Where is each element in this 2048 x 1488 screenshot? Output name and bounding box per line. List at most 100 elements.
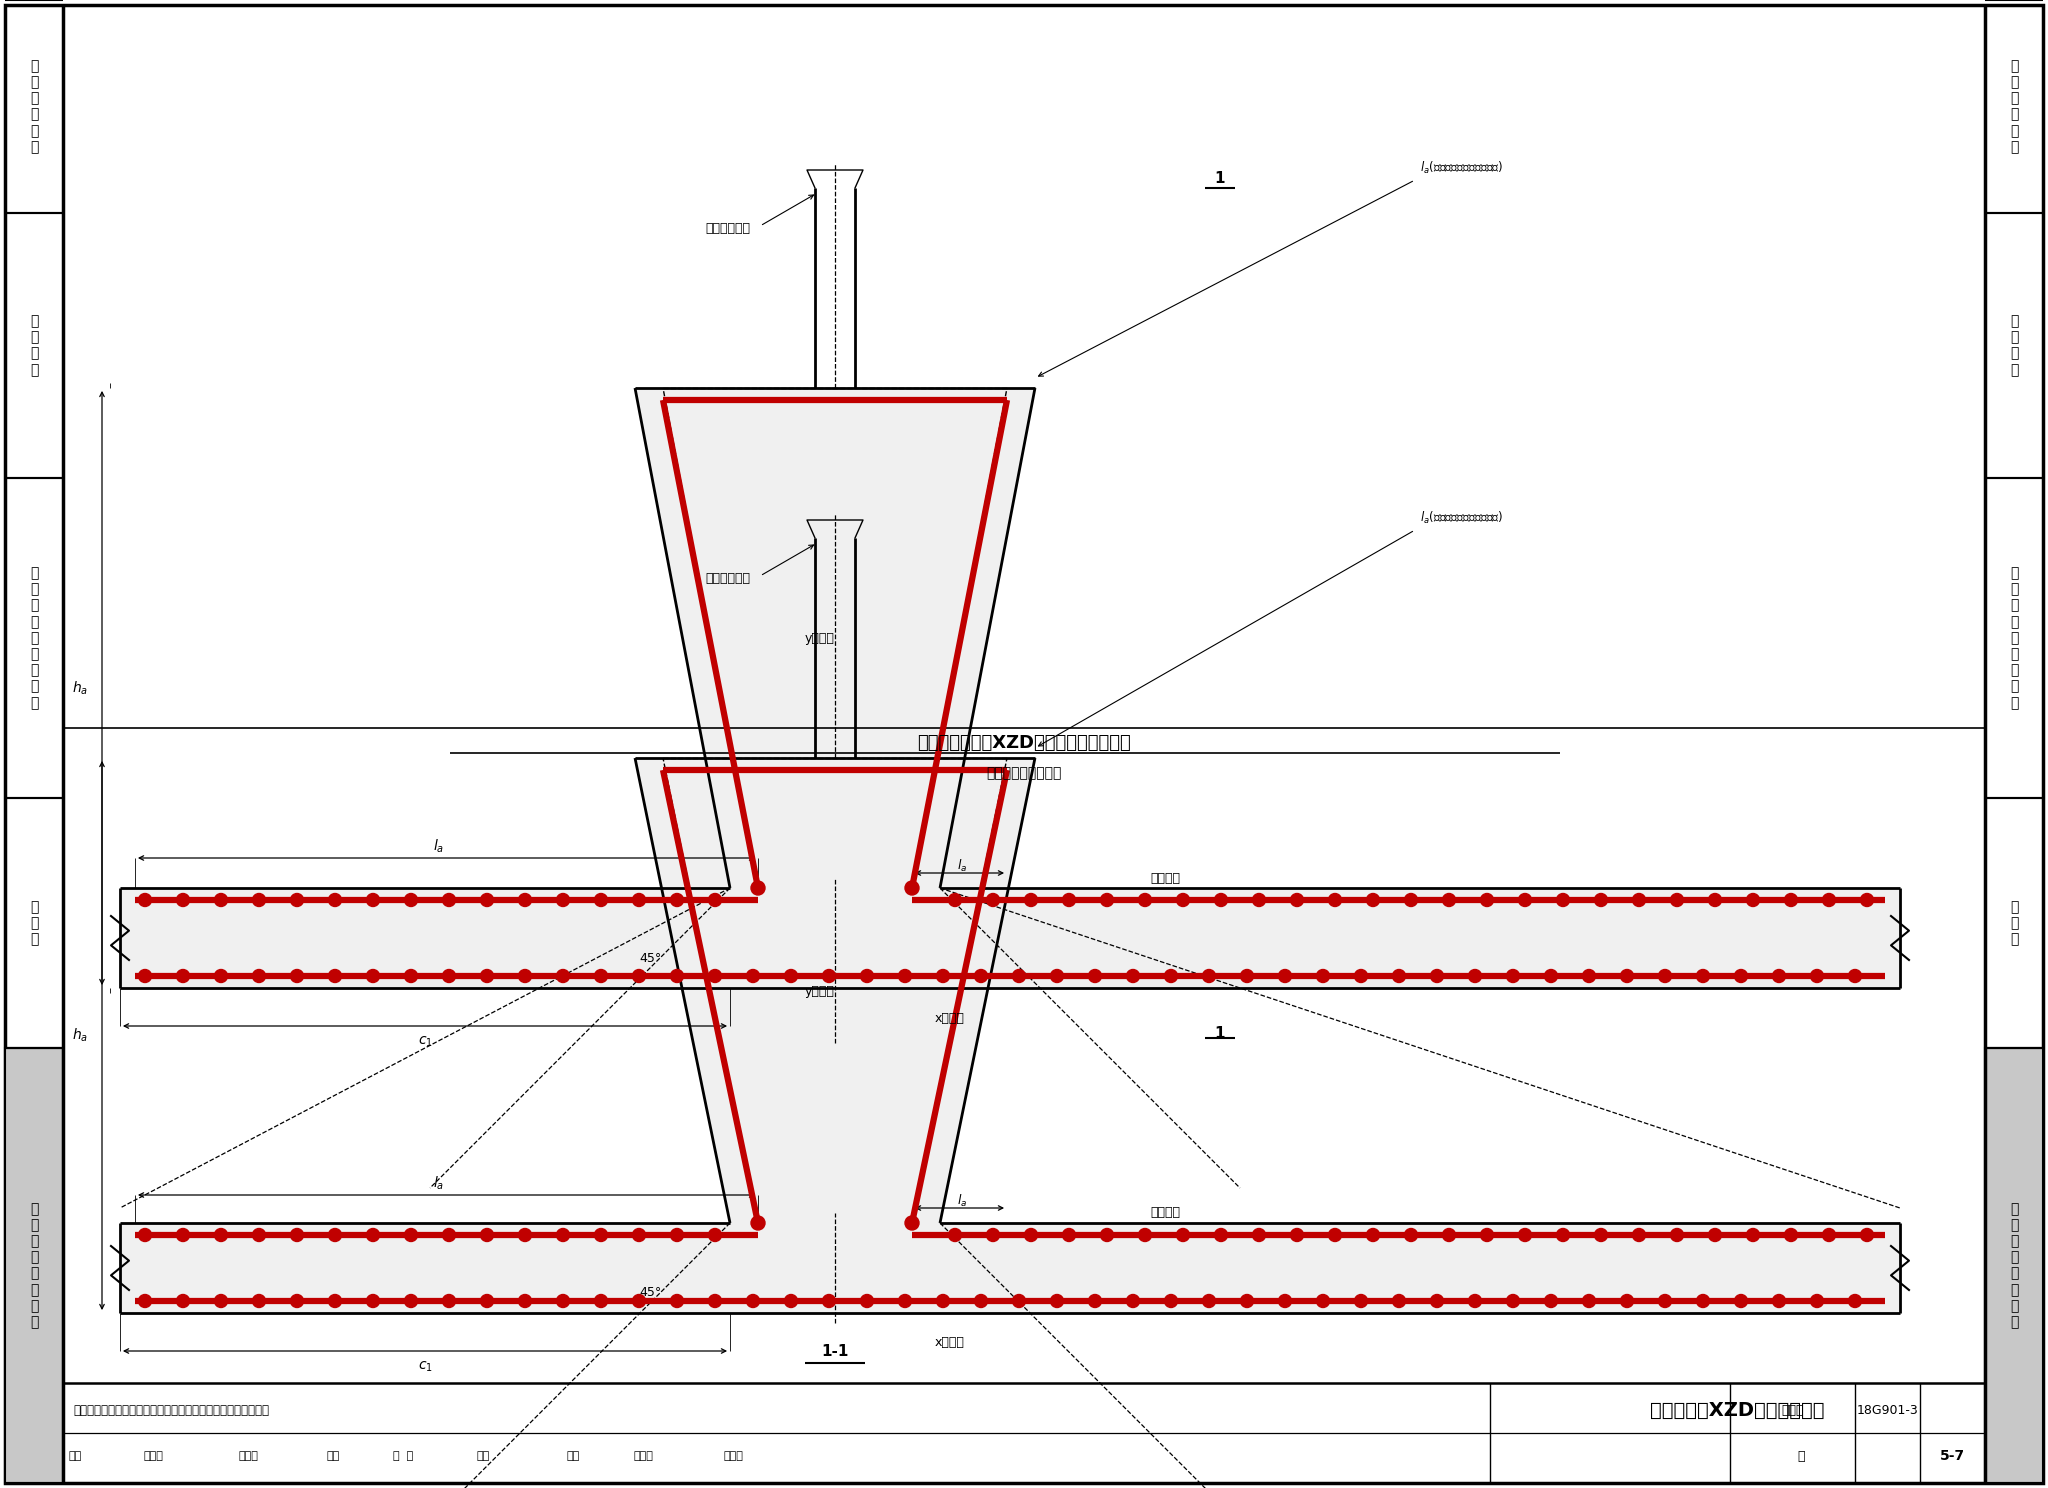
Circle shape	[215, 970, 227, 982]
Text: 设计: 设计	[567, 1451, 580, 1461]
Circle shape	[442, 1229, 455, 1241]
Circle shape	[709, 1295, 721, 1308]
Circle shape	[1784, 893, 1798, 906]
Text: $l_a$: $l_a$	[434, 1174, 444, 1192]
Text: 页: 页	[1798, 1449, 1804, 1463]
Circle shape	[1024, 893, 1038, 906]
Circle shape	[442, 893, 455, 906]
Circle shape	[1430, 970, 1444, 982]
Circle shape	[1849, 970, 1862, 982]
Circle shape	[1544, 970, 1556, 982]
Circle shape	[481, 970, 494, 982]
Circle shape	[670, 893, 684, 906]
Text: 矩形柱或方柱: 矩形柱或方柱	[705, 571, 750, 585]
Circle shape	[709, 970, 721, 982]
Text: 与
基
础
有
关
的
构
造: 与 基 础 有 关 的 构 造	[31, 1202, 39, 1329]
Circle shape	[1518, 893, 1532, 906]
Circle shape	[1442, 1229, 1456, 1241]
Circle shape	[1556, 893, 1569, 906]
Circle shape	[406, 1229, 418, 1241]
Circle shape	[1024, 1229, 1038, 1241]
Circle shape	[594, 1229, 608, 1241]
Circle shape	[1393, 1295, 1405, 1308]
Circle shape	[1329, 1229, 1341, 1241]
Circle shape	[1481, 1229, 1493, 1241]
Circle shape	[633, 970, 645, 982]
Circle shape	[139, 1229, 152, 1241]
Circle shape	[860, 970, 874, 982]
Circle shape	[1290, 893, 1303, 906]
Circle shape	[1735, 1295, 1747, 1308]
Circle shape	[1126, 1295, 1139, 1308]
Circle shape	[1708, 1229, 1722, 1241]
Circle shape	[367, 1229, 379, 1241]
Text: $c_1$: $c_1$	[418, 1360, 432, 1375]
Polygon shape	[1985, 1048, 2044, 1484]
Circle shape	[1620, 1295, 1634, 1308]
Circle shape	[1290, 1229, 1303, 1241]
Text: 18G901-3: 18G901-3	[1858, 1403, 1919, 1417]
Circle shape	[1507, 1295, 1520, 1308]
Circle shape	[594, 1295, 608, 1308]
Circle shape	[1708, 893, 1722, 906]
Circle shape	[860, 1295, 874, 1308]
Circle shape	[1583, 970, 1595, 982]
Circle shape	[1481, 893, 1493, 906]
Circle shape	[1366, 1229, 1380, 1241]
Text: 王怀元: 王怀元	[633, 1451, 653, 1461]
Circle shape	[594, 893, 608, 906]
Circle shape	[948, 893, 961, 906]
Circle shape	[1735, 970, 1747, 982]
Circle shape	[594, 970, 608, 982]
Circle shape	[1696, 970, 1710, 982]
Circle shape	[670, 1229, 684, 1241]
Circle shape	[633, 1295, 645, 1308]
Text: 1: 1	[1214, 1025, 1225, 1040]
Circle shape	[557, 970, 569, 982]
Text: 构建: 构建	[477, 1451, 489, 1461]
Circle shape	[252, 970, 266, 982]
Circle shape	[936, 970, 950, 982]
Text: 条
形
基
础
与
筏
形
基
础: 条 形 基 础 与 筏 形 基 础	[2009, 567, 2017, 710]
Circle shape	[1810, 1295, 1823, 1308]
Polygon shape	[4, 1048, 63, 1484]
Circle shape	[176, 970, 190, 982]
Circle shape	[252, 893, 266, 906]
Text: 矩形柱或方柱: 矩形柱或方柱	[705, 222, 750, 235]
Circle shape	[1176, 893, 1190, 906]
Circle shape	[1393, 970, 1405, 982]
Circle shape	[748, 970, 760, 982]
Circle shape	[1583, 1295, 1595, 1308]
Circle shape	[1468, 1295, 1481, 1308]
Circle shape	[1860, 1229, 1874, 1241]
Circle shape	[709, 893, 721, 906]
Circle shape	[1860, 893, 1874, 906]
Circle shape	[1051, 970, 1063, 982]
Circle shape	[1849, 1295, 1862, 1308]
Circle shape	[518, 970, 532, 982]
Text: 基础平板下柱墓XZD钉筋排布构造（二）: 基础平板下柱墓XZD钉筋排布构造（二）	[918, 734, 1130, 751]
Circle shape	[1366, 893, 1380, 906]
Circle shape	[823, 970, 836, 982]
Circle shape	[1278, 1295, 1292, 1308]
Circle shape	[1671, 893, 1683, 906]
Circle shape	[291, 1295, 303, 1308]
Circle shape	[367, 1295, 379, 1308]
Circle shape	[1329, 893, 1341, 906]
Circle shape	[1430, 1295, 1444, 1308]
Circle shape	[557, 1229, 569, 1241]
Circle shape	[1659, 1295, 1671, 1308]
Circle shape	[1671, 1229, 1683, 1241]
Text: 一
般
构
造
要
求: 一 般 构 造 要 求	[31, 60, 39, 153]
Circle shape	[784, 970, 797, 982]
Circle shape	[1823, 1229, 1835, 1241]
Circle shape	[215, 893, 227, 906]
Circle shape	[1139, 1229, 1151, 1241]
Circle shape	[442, 970, 455, 982]
Circle shape	[936, 1295, 950, 1308]
Circle shape	[1518, 1229, 1532, 1241]
Text: 独
立
基
础: 独 立 基 础	[31, 314, 39, 376]
Circle shape	[518, 1229, 532, 1241]
Circle shape	[252, 1229, 266, 1241]
Circle shape	[1317, 970, 1329, 982]
